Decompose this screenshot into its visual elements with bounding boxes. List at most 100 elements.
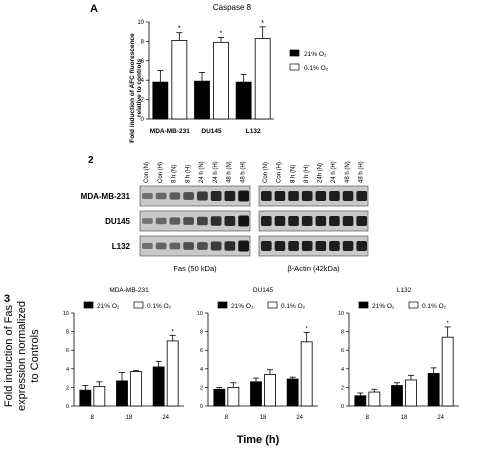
panel-a-ylabel-line2: relative to controls: [136, 59, 143, 118]
bar: [286, 378, 299, 407]
panel-b-letter: 2: [88, 155, 94, 166]
legend-label: 0.1% O₂: [281, 303, 306, 310]
fas-band: [142, 192, 153, 200]
category-label: 18: [401, 415, 408, 421]
fas-band: [169, 242, 181, 250]
legend-label: 0.1% O₂: [147, 303, 172, 310]
fas-blot-strip: [139, 210, 251, 232]
fas-band: [155, 217, 167, 225]
fas-band: [169, 192, 181, 200]
actin-band: [356, 191, 367, 201]
bar: [194, 80, 210, 120]
actin-lane-label: 24h (N): [318, 163, 324, 183]
bar: [391, 385, 403, 407]
subchart-title: DU145: [253, 287, 274, 294]
actin-band: [329, 241, 340, 251]
fas-band: [197, 191, 208, 201]
category-label: L132: [246, 128, 261, 135]
category-label: DU145: [201, 128, 222, 135]
fas-band: [197, 242, 208, 250]
actin-band: [274, 216, 286, 226]
actin-band: [261, 216, 272, 226]
legend-swatch: [267, 301, 278, 309]
fas-band: [183, 192, 194, 200]
bar: [166, 340, 179, 407]
significance-star: *: [220, 31, 223, 38]
actin-band: [274, 241, 286, 251]
y-tick-label: 6: [341, 348, 344, 354]
y-tick-label: 0: [66, 404, 69, 410]
legend-label: 21% O₂: [97, 303, 120, 310]
y-tick-label: 8: [200, 330, 203, 336]
fas-band: [155, 192, 167, 200]
y-tick-label: 6: [200, 348, 203, 354]
panel-c-ylabel-line1: Fold induction of Fas: [3, 304, 15, 407]
legend-swatch: [289, 63, 300, 71]
bar: [264, 373, 276, 407]
y-tick-label: 4: [141, 78, 145, 84]
legend-swatch: [408, 301, 419, 309]
actin-blot-strip: [258, 235, 369, 257]
category-label: 8: [225, 415, 229, 421]
bar: [93, 386, 106, 407]
panel-c-letter: 3: [4, 293, 10, 305]
legend-swatch: [289, 49, 300, 57]
fas-band: [183, 217, 194, 225]
bar: [116, 380, 128, 407]
y-tick-label: 0: [341, 404, 344, 410]
actin-band: [329, 216, 340, 226]
legend-label: 0.1% O₂: [304, 65, 329, 72]
blot-row-label: MDA-MB-231: [81, 192, 131, 201]
category-label: 18: [126, 415, 133, 421]
bar: [213, 41, 229, 120]
fas-lane-label: 24 h (N): [199, 161, 205, 183]
category-label: 24: [296, 415, 303, 421]
actin-blot-strip: [258, 185, 369, 207]
fas-band: [238, 240, 249, 252]
panel-c-xlabel: Time (h): [237, 434, 280, 446]
fas-band: [142, 242, 153, 250]
category-label: 24: [162, 415, 169, 421]
category-label: 8: [366, 415, 370, 421]
fas-band: [210, 216, 222, 226]
actin-band: [288, 216, 299, 226]
y-tick-label: 8: [141, 39, 145, 45]
subchart-title: MDA-MB-231: [109, 287, 149, 294]
panel-a-title: Caspase 8: [213, 3, 252, 12]
actin-lane-label: 48 h (H): [358, 161, 364, 183]
fas-lane-label: 8 h (H): [185, 165, 191, 183]
bar: [354, 395, 367, 407]
fas-band: [210, 241, 222, 251]
actin-band: [342, 216, 354, 226]
actin-band: [342, 241, 354, 251]
legend-swatch: [83, 301, 94, 309]
actin-band: [301, 216, 313, 226]
y-tick-label: 0: [200, 404, 203, 410]
y-tick-label: 0: [141, 117, 145, 123]
panel-a-ylabel-line1: Fold induction of AFC fluorescence: [129, 33, 136, 143]
legend-label: 21% O₂: [372, 303, 395, 310]
fas-lane-label: 8 h (N): [172, 165, 178, 183]
bar: [250, 381, 262, 407]
fas-label: Fas (50 kDa): [173, 264, 217, 273]
bar: [300, 341, 313, 407]
actin-band: [261, 191, 272, 201]
significance-star: *: [261, 20, 264, 27]
actin-lane-label: Con (N): [263, 162, 269, 183]
fas-lane-label: 48 h (N): [227, 161, 233, 183]
bar: [171, 40, 188, 120]
bar: [130, 371, 142, 407]
actin-lane-label: Con (H): [277, 162, 283, 183]
y-tick-label: 2: [141, 98, 145, 104]
fas-blot-strip: [139, 235, 251, 257]
actin-band: [342, 191, 354, 201]
fas-band: [238, 190, 249, 202]
y-tick-label: 4: [66, 367, 69, 373]
bar: [368, 391, 381, 407]
actin-band: [315, 216, 327, 226]
y-tick-label: 2: [200, 385, 203, 391]
y-tick-label: 10: [137, 20, 144, 26]
actin-band: [301, 191, 313, 201]
actin-blot-strip: [258, 210, 369, 232]
